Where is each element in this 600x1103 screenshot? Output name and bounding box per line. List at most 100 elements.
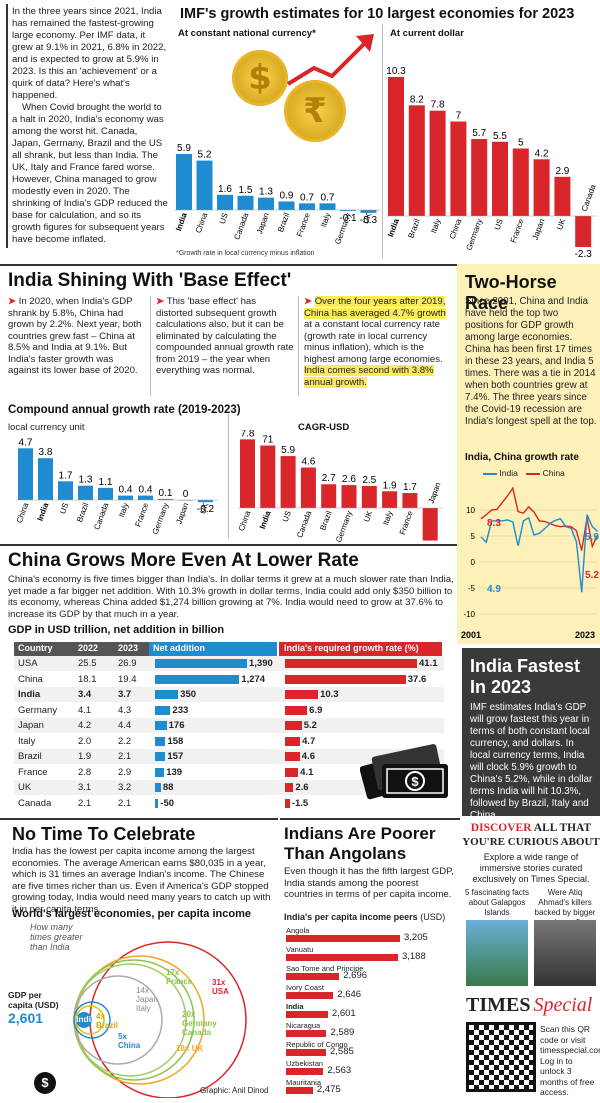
value-label: 2.5: [362, 475, 376, 486]
bar-brazil: [278, 201, 295, 210]
peer-country-label: India: [286, 1002, 304, 1011]
peer-income-value: 2,563: [327, 1065, 352, 1076]
india-gdp-per-capita: 2,601: [8, 1010, 44, 1026]
col-divider: [298, 296, 299, 396]
required-growth-value: 2.6: [295, 782, 309, 793]
category-label: Germany: [464, 218, 484, 252]
value-label: 0.9: [280, 190, 294, 201]
bar-italy: [118, 495, 133, 500]
category-label: India: [36, 501, 51, 522]
required-growth-value: 4.1: [300, 766, 314, 778]
svg-text:$: $: [411, 774, 419, 789]
bar-italy: [319, 203, 336, 210]
china-grows-body: China's economy is five times bigger tha…: [8, 574, 454, 620]
net-addition-bar: [155, 783, 161, 792]
required-growth-value: 4.6: [301, 751, 315, 762]
atiq-image: [534, 920, 596, 986]
bar-brazil: [321, 484, 337, 508]
y-tick: 5: [471, 532, 476, 541]
category-label: Brazil: [406, 217, 421, 239]
bar-italy: [382, 491, 398, 508]
category-label: India: [386, 217, 401, 238]
peer-income-value: 2,696: [343, 970, 368, 981]
value-label: 4.6: [301, 457, 315, 468]
bar-us: [280, 456, 296, 508]
col-2022: 2022: [78, 643, 99, 653]
intro-text: In the three years since 2021, India has…: [6, 4, 170, 248]
constant-currency-chart: 5.9 India 5.2 China 1.6 US 1.5 Canada 1.3 Japan 0.…: [174, 143, 381, 246]
discover-body: Explore a wide range of immersive storie…: [472, 852, 590, 884]
special-logo: Special: [533, 994, 593, 1016]
cagr-title: Compound annual growth rate (2019-2023): [8, 404, 241, 416]
per-capita-subtitle: World's largest economies, per capita in…: [12, 908, 251, 920]
category-label: China: [194, 211, 210, 234]
india-series-line: [480, 514, 599, 593]
rupee-coin-icon: ₹: [284, 80, 346, 142]
value-label: 1.5: [239, 185, 253, 196]
bar-france: [512, 148, 529, 216]
annotation-8-3: 8.3: [487, 518, 501, 529]
net-addition-bar: [155, 736, 166, 746]
india-fastest-title: India Fastest In 2023: [470, 656, 581, 697]
peer-country-label: Nicaragua: [286, 1021, 321, 1030]
country-cell: USA: [18, 658, 38, 669]
current-dollar-subtitle: At current dollar: [390, 28, 464, 39]
bar-india: [176, 153, 192, 210]
category-label: UK: [555, 217, 567, 231]
two-horse-title: Two-Horse Race: [465, 272, 557, 313]
category-label: Canada: [232, 211, 250, 241]
bar-canada: [98, 487, 113, 500]
required-growth-bar: [285, 736, 301, 746]
bar-canada: [300, 467, 316, 508]
bar-italy: [429, 110, 446, 216]
value-label: 2.6: [342, 474, 356, 485]
x-tick-end: 2023: [575, 630, 595, 640]
value-label: 4.2: [535, 148, 549, 159]
required-growth-bar: [285, 690, 319, 699]
peer-income-bar: [286, 1030, 327, 1037]
value-label: -2.3: [575, 249, 593, 260]
net-addition-value: 1,390: [249, 658, 273, 669]
peer-country-label: Vanuatu: [286, 945, 314, 954]
bar-uk: [361, 486, 377, 508]
table-row: Germany 4.1 4.3 233 6.9: [14, 703, 444, 718]
galapagos-image: [466, 920, 528, 986]
bar-canada: [575, 216, 592, 248]
net-addition-bar: [155, 721, 167, 730]
cagr-usd-label: CAGR-USD: [298, 422, 350, 433]
required-growth-bar: [285, 752, 300, 761]
peer-country-label: Angola: [286, 926, 310, 935]
category-label: Germany: [333, 212, 353, 246]
peer-country-label: Mauritania: [286, 1078, 322, 1087]
col-required-growth: India's required growth rate (%): [284, 643, 419, 653]
gdp-2023-cell: 2.2: [118, 735, 132, 747]
country-cell: China: [18, 673, 43, 685]
table-row: Italy 2.0 2.2 158 4.7: [14, 734, 444, 749]
base-col-1: In 2020, when India's GDP shrank by 5.8%…: [8, 296, 142, 376]
gdp-2022-cell: 2.8: [78, 766, 92, 778]
qr-code-icon[interactable]: [466, 1022, 536, 1092]
peers-unit: (USD): [420, 912, 446, 922]
no-time-section: No Time To Celebrate India has the lowes…: [0, 818, 278, 1103]
discover-curious: YOU'RE CURIOUS ABOUT: [462, 836, 600, 848]
bar-germany: [471, 139, 488, 216]
table-row: USA 25.5 26.9 1,390 41.1: [14, 656, 444, 671]
constant-currency-subtitle: At constant national currency*: [178, 28, 316, 39]
bar-canada: [237, 195, 254, 210]
country-cell: UK: [18, 782, 32, 793]
peer-country-label: Sao Tome and Principe: [286, 964, 364, 973]
required-growth-value: 5.2: [303, 720, 317, 731]
required-growth-value: 41.1: [419, 658, 438, 669]
discover-section: DISCOVER ALL THAT YOU'RE CURIOUS ABOUT E…: [462, 818, 600, 1103]
gdp-2022-cell: 4.1: [78, 704, 92, 716]
gdp-2022-cell: 2.0: [78, 735, 92, 747]
country-cell: India: [18, 689, 41, 700]
bar-china: [18, 448, 33, 500]
story-card-galapagos[interactable]: 5 fascinating facts about Galapgos Islan…: [464, 888, 530, 917]
table-row: Canada 2.1 2.1 -50 -1.5: [14, 796, 444, 811]
gdp-2023-cell: 2.1: [118, 751, 132, 762]
net-addition-bar: [155, 674, 240, 684]
gdp-2022-cell: 25.5: [78, 658, 97, 669]
value-label: 0.7: [300, 192, 314, 203]
col-divider: [150, 296, 151, 396]
